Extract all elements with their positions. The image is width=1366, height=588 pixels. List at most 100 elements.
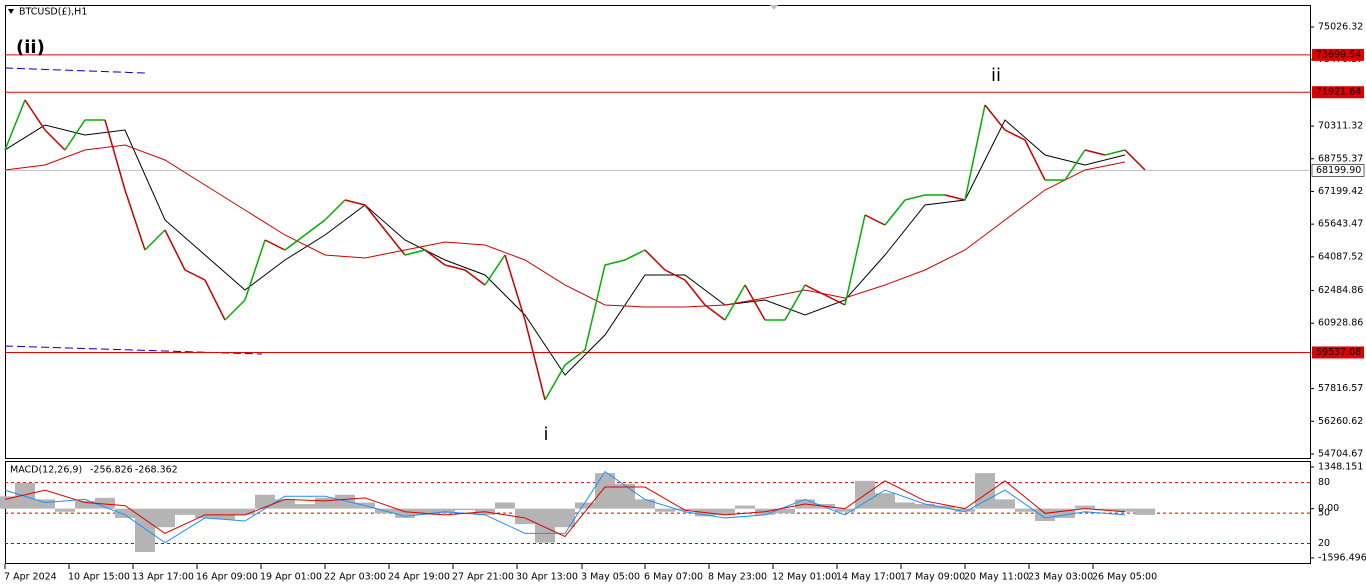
price-segment (124, 189, 146, 251)
histogram-bar (835, 508, 855, 512)
level-label: 73699.54 (1316, 49, 1361, 60)
price-segment (584, 264, 606, 351)
current-price-box (1311, 164, 1365, 177)
x-tick-label: 20 May 11:00 (964, 572, 1029, 583)
main-frame (5, 5, 1311, 459)
x-tick-label: 22 Apr 03:00 (324, 572, 386, 583)
x-tick-label: 13 Apr 17:00 (132, 572, 194, 583)
histogram-bar (655, 508, 675, 512)
y-tick-label: 0.00 (1318, 503, 1339, 514)
level-label-box (1312, 48, 1364, 61)
price-segment (964, 104, 986, 201)
price-segment (144, 229, 166, 251)
histogram-bar (315, 497, 335, 509)
histogram-bar (895, 502, 915, 509)
y-tick-label: 56260.62 (1318, 416, 1363, 427)
price-segment (164, 229, 186, 271)
price-segment (524, 319, 546, 401)
price-segment (184, 269, 206, 281)
x-tick-label: 12 May 01:00 (772, 572, 837, 583)
histogram-bar (555, 508, 575, 528)
x-tick-label: 8 May 23:00 (708, 572, 767, 583)
histogram-bar (1055, 508, 1075, 518)
price-segment (1084, 149, 1106, 156)
histogram-bar (255, 494, 275, 509)
price-segment (684, 279, 706, 306)
y-tick-label: 68755.37 (1318, 153, 1363, 164)
macd-frame (5, 461, 1311, 564)
level-label-box (1312, 346, 1364, 359)
histogram-bar (75, 500, 95, 509)
trendline (4, 67, 146, 74)
histogram-bar (335, 494, 355, 509)
y2-tick-label: 80 (1318, 477, 1330, 488)
macd-readout: -268.362 (135, 465, 178, 476)
y-tick-label: 57816.57 (1318, 383, 1363, 394)
macd-line (4, 470, 1126, 544)
price-segment (1024, 139, 1046, 181)
histogram-bar (1115, 508, 1135, 512)
histogram-bar (215, 508, 235, 520)
histogram-bar (155, 508, 175, 528)
x-tick-label: 17 May 09:00 (900, 572, 965, 583)
histogram-bar (955, 508, 975, 512)
price-segment (24, 99, 46, 131)
y-tick-label: 54704.67 (1318, 448, 1363, 459)
price-segment (984, 104, 1006, 131)
y-tick-label: 65643.47 (1318, 219, 1363, 230)
trendline (4, 345, 263, 355)
price-segment (484, 254, 506, 286)
moving-average (4, 119, 1126, 376)
wave-label: ii (991, 65, 1001, 86)
y2-tick-label: 20 (1318, 538, 1330, 549)
histogram-bar (975, 473, 995, 509)
histogram-bar (1075, 505, 1095, 509)
menu-arrow (8, 9, 14, 14)
price-segment (864, 214, 886, 226)
price-segment (244, 239, 266, 301)
macd-title: MACD(12,26,9) (10, 465, 82, 476)
price-segment (544, 364, 566, 401)
price-segment (324, 199, 346, 221)
price-segment (844, 214, 866, 306)
price-segment (4, 99, 26, 151)
y-tick-label: 64087.52 (1318, 251, 1363, 262)
y-tick-label: 70311.32 (1318, 121, 1363, 132)
price-segment (264, 239, 286, 251)
x-tick-label: 10 Apr 15:00 (68, 572, 130, 583)
histogram-bar (0, 496, 15, 509)
price-segment (824, 294, 846, 306)
histogram-bar (35, 499, 55, 509)
symbol-title: BTCUSD(£),H1 (19, 7, 87, 18)
histogram-bar (95, 497, 115, 509)
wave-label: i (543, 424, 548, 445)
price-segment (44, 129, 66, 151)
x-tick-label: 24 Apr 19:00 (388, 572, 450, 583)
y-tick-label: -1596.496 (1318, 553, 1366, 564)
x-tick-label: 23 May 03:00 (1028, 572, 1093, 583)
y-tick-label: 60928.86 (1318, 318, 1363, 329)
price-segment (204, 279, 226, 321)
price-segment (1064, 149, 1086, 181)
x-tick-label: 3 May 05:00 (581, 572, 640, 583)
x-tick-label: 7 Apr 2024 (4, 572, 57, 583)
price-segment (104, 119, 126, 191)
price-segment (344, 199, 366, 206)
histogram-bar (295, 504, 315, 509)
histogram-bar (1095, 508, 1115, 511)
level-label-box (1312, 86, 1364, 99)
price-segment (64, 119, 86, 151)
histogram-bar (535, 508, 555, 543)
price-segment (284, 234, 306, 251)
y-tick-label: 62484.86 (1318, 285, 1363, 296)
histogram-bar (935, 505, 955, 509)
price-segment (724, 284, 746, 321)
level-label: 59537.08 (1316, 347, 1361, 358)
price-segment (424, 249, 446, 266)
price-segment (464, 269, 486, 286)
price-segment (1124, 149, 1146, 171)
histogram-bar (715, 508, 735, 515)
price-segment (944, 194, 966, 201)
shift-marker (770, 5, 778, 10)
